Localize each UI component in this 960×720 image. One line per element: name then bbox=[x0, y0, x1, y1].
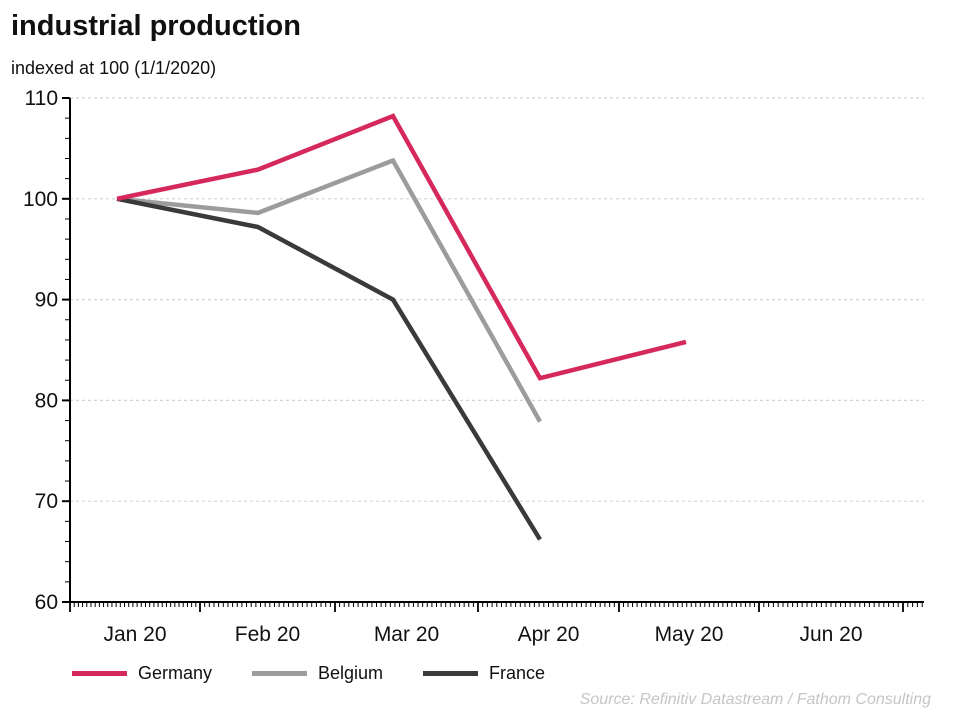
series-line-germany bbox=[116, 113, 687, 381]
legend-label-germany: Germany bbox=[138, 662, 213, 683]
svg-text:70: 70 bbox=[35, 490, 58, 513]
chart-subtitle: indexed at 100 (1/1/2020) bbox=[11, 58, 217, 78]
y-tick-labels: 110 100 90 80 70 60 bbox=[23, 87, 58, 614]
svg-text:Jan 20: Jan 20 bbox=[103, 623, 166, 646]
svg-text:May 20: May 20 bbox=[655, 623, 724, 646]
belgium-line-swatch bbox=[252, 670, 307, 676]
legend-item-belgium: Belgium bbox=[252, 662, 383, 684]
svg-text:Mar 20: Mar 20 bbox=[374, 623, 439, 646]
legend-item-france: France bbox=[423, 662, 545, 684]
axes bbox=[69, 98, 924, 603]
legend-label-belgium: Belgium bbox=[318, 662, 384, 683]
germany-line-swatch bbox=[72, 670, 127, 676]
svg-text:110: 110 bbox=[25, 87, 58, 110]
series-line-belgium bbox=[116, 157, 542, 423]
source-attribution: Source: Refinitiv Datastream / Fathom Co… bbox=[579, 691, 931, 708]
svg-text:80: 80 bbox=[35, 389, 58, 412]
legend-item-germany: Germany bbox=[72, 662, 212, 684]
svg-text:Jun 20: Jun 20 bbox=[799, 623, 862, 646]
svg-text:60: 60 bbox=[35, 591, 58, 614]
svg-text:100: 100 bbox=[23, 188, 58, 211]
y-ticks bbox=[62, 97, 70, 603]
legend-label-france: France bbox=[489, 662, 546, 683]
svg-text:Apr 20: Apr 20 bbox=[518, 623, 580, 646]
series-line-france bbox=[116, 196, 542, 541]
france-line-swatch bbox=[423, 670, 478, 676]
x-ticks bbox=[69, 602, 923, 612]
chart-title: industrial production bbox=[11, 10, 301, 42]
x-tick-labels: Jan 20 Feb 20 Mar 20 Apr 20 May 20 Jun 20 bbox=[103, 623, 862, 646]
svg-text:90: 90 bbox=[35, 289, 58, 312]
svg-text:Feb 20: Feb 20 bbox=[235, 623, 300, 646]
